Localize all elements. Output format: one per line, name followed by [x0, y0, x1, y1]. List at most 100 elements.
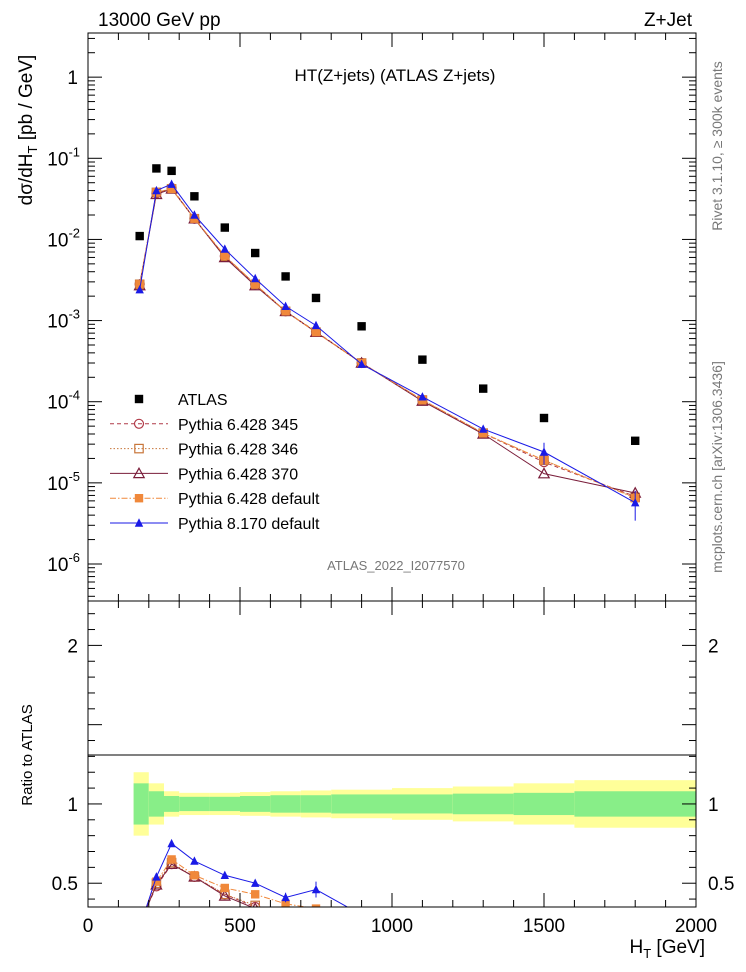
ratio-band-inner [164, 796, 180, 812]
ratio-point [357, 910, 365, 918]
analysis-watermark: ATLAS_2022_I2077570 [327, 558, 465, 573]
ratio-point [479, 939, 487, 947]
ratio-point [418, 926, 426, 934]
data-point [479, 428, 488, 438]
y-tick-label: 1 [67, 68, 78, 89]
data-point [220, 251, 229, 260]
ratio-point [479, 939, 488, 948]
legend-marker [134, 394, 144, 404]
data-point [311, 320, 321, 330]
data-point [152, 164, 161, 173]
ratio-point [281, 910, 290, 919]
plot-title: HT(Z+jets) (ATLAS Z+jets) [295, 66, 496, 85]
ratio-tick-label-left: 0.5 [52, 874, 78, 895]
legend-label: Pythia 6.428 370 [178, 466, 298, 483]
ratio-band-inner [574, 791, 696, 817]
ratio-point [356, 926, 366, 935]
data-point [190, 210, 199, 219]
ratio-tick-label-right: 2 [708, 636, 719, 657]
ratio-point [417, 934, 427, 943]
mcplots-label: mcplots.cern.ch [arXiv:1306.3436] [709, 361, 725, 573]
data-point [251, 280, 260, 289]
data-point [220, 244, 229, 253]
x-tick-label: 1000 [371, 916, 413, 937]
ratio-point [418, 935, 426, 943]
ratio-point [540, 942, 549, 951]
ratio-tick-label-left: 2 [67, 636, 78, 657]
ratio-point [251, 890, 260, 899]
ratio-band-inner [513, 792, 575, 816]
legend-marker [132, 466, 146, 479]
ratio-line [146, 863, 253, 907]
ratio-point [167, 838, 176, 848]
ratio-series-1 [135, 857, 548, 950]
header-process: Z+Jet [644, 10, 693, 31]
x-tick-label: 1500 [523, 916, 565, 937]
ratio-point [540, 939, 548, 947]
data-point [357, 322, 366, 331]
ratio-point [540, 942, 548, 950]
ratio-point [134, 919, 144, 928]
series-3 [135, 184, 640, 503]
ratio-point [281, 899, 290, 907]
header-energy: 13000 GeV pp [98, 10, 221, 31]
ratio-point [167, 855, 176, 864]
y-tick-label: 10-1 [47, 144, 80, 170]
data-point [479, 384, 488, 393]
legend-marker [133, 418, 145, 429]
ratio-point [135, 919, 143, 927]
ratio-series-3 [135, 855, 487, 947]
ratio-uncertainty-bands [133, 772, 696, 836]
ratio-point [190, 871, 199, 880]
data-point [135, 280, 144, 289]
data-point [135, 231, 144, 241]
legend-marker [134, 443, 144, 454]
data-point [539, 413, 549, 423]
legend: ATLAS Pythia 6.428 345 Pythia 6.428 346 Pyt… [110, 392, 320, 533]
ratio-point [311, 904, 321, 907]
ratio-tick-label-right: 0.5 [708, 874, 734, 895]
y-tick-label: 10-2 [47, 225, 80, 251]
data-point [537, 467, 551, 479]
ratio-band-inner [179, 796, 210, 812]
data-point [311, 327, 321, 337]
ratio-point [250, 900, 260, 907]
ratio-point [357, 927, 365, 935]
ratio-band-inner [270, 795, 301, 813]
ratio-point [312, 912, 320, 920]
data-point [281, 272, 290, 281]
ratio-point [281, 911, 289, 919]
ratio-point [418, 935, 426, 943]
ratio-band-inner [331, 794, 392, 814]
ratio-plot-series [134, 838, 549, 951]
ratio-point [479, 939, 487, 947]
x-tick-label: 0 [83, 916, 94, 937]
ratio-point [152, 877, 161, 886]
ratio-point [152, 872, 161, 881]
ratio-point [539, 941, 549, 950]
x-tick-label: 2000 [675, 916, 717, 937]
ratio-band-inner [300, 795, 332, 813]
series-atlas [135, 164, 640, 445]
data-point [135, 285, 144, 294]
ratio-point [135, 923, 143, 931]
ratio-point [135, 919, 143, 927]
data-point [167, 184, 176, 194]
legend-label: Pythia 6.428 345 [178, 417, 298, 434]
y-axis-label: dσ/dHT [pb / GeV] [16, 55, 40, 206]
data-point [479, 424, 488, 433]
legend-marker [134, 494, 144, 503]
y-tick-label: 10-3 [47, 307, 80, 333]
data-point [281, 307, 290, 316]
x-tick-label: 500 [224, 916, 256, 937]
ratio-point [357, 923, 365, 931]
x-axis-label: HT [GeV] [629, 937, 705, 961]
ratio-point [478, 938, 488, 947]
ratio-tick-label-right: 1 [708, 795, 719, 816]
y-tick-label: 10-6 [47, 550, 80, 576]
main-plot-series [133, 164, 642, 521]
data-point [281, 301, 290, 310]
legend-label: Pythia 8.170 default [178, 516, 320, 533]
ratio-tick-label-left: 1 [67, 795, 78, 816]
ratio-point [280, 910, 290, 919]
